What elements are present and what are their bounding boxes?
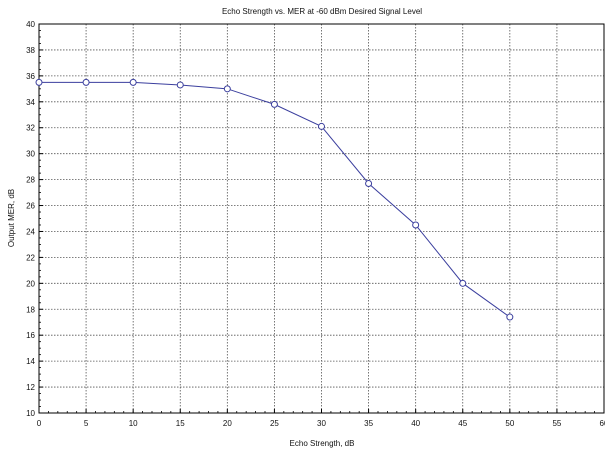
data-point [459,279,467,287]
y-tick-label: 24 [26,227,35,236]
y-tick-label: 16 [26,331,35,340]
data-point [270,100,278,108]
y-tick-label: 36 [26,72,35,81]
data-point [176,81,184,89]
x-tick-label: 20 [223,419,232,428]
data-point [35,78,43,86]
data-point [506,313,514,321]
x-axis-ticks: 0 5 10 15 20 25 30 35 40 45 50 55 60 [37,409,605,428]
y-tick-label: 20 [26,279,35,288]
data-point [318,122,325,130]
y-tick-label: 22 [26,253,35,262]
data-point [223,85,231,93]
x-tick-label: 15 [176,419,185,428]
x-tick-label: 40 [411,419,420,428]
x-tick-label: 55 [552,419,561,428]
x-axis-label: Echo Strength, dB [290,439,355,448]
x-tick-label: 5 [84,419,89,428]
chart-title: Echo Strength vs. MER at -60 dBm Desired… [222,7,422,16]
y-tick-label: 10 [26,409,35,418]
data-point [365,179,373,187]
y-tick-label: 12 [26,383,35,392]
data-point [412,221,420,229]
x-tick-label: 25 [270,419,279,428]
y-tick-label: 34 [26,98,35,107]
y-tick-label: 38 [26,46,35,55]
x-tick-label: 60 [600,419,605,428]
x-tick-label: 35 [364,419,373,428]
x-tick-label: 45 [458,419,467,428]
y-tick-label: 14 [26,357,35,366]
data-point [82,78,90,86]
x-tick-label: 10 [129,419,138,428]
y-axis-label: Output MER, dB [7,189,16,247]
x-tick-label: 30 [317,419,326,428]
y-tick-label: 32 [26,124,35,133]
y-tick-label: 28 [26,176,35,185]
y-tick-label: 40 [26,20,35,29]
y-tick-label: 30 [26,150,35,159]
y-tick-label: 18 [26,305,35,314]
x-tick-label: 0 [37,419,42,428]
series-layer [35,78,514,321]
data-point [129,78,137,86]
y-axis-ticks: 10 12 14 16 18 20 22 24 26 28 30 32 34 36 38 40 [26,20,43,418]
x-tick-label: 50 [505,419,514,428]
minor-ticks [39,30,595,413]
y-tick-label: 26 [26,202,35,211]
